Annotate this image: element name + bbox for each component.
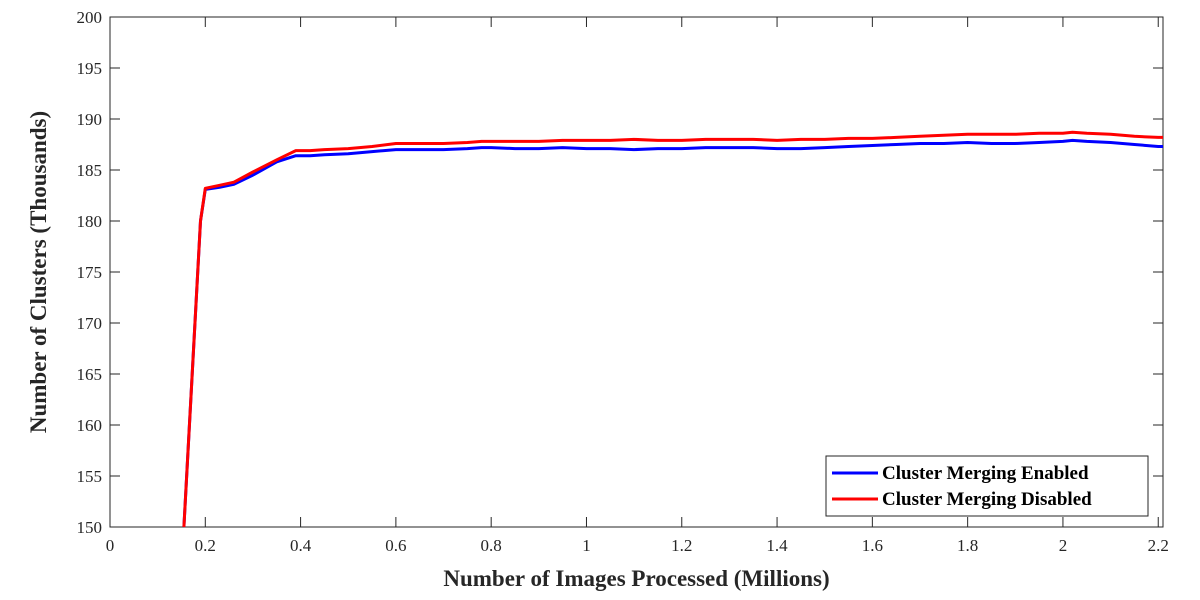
x-axis-title: Number of Images Processed (Millions) (443, 566, 829, 591)
y-axis: 150 155 160 165 170 175 180 185 190 195 200 (77, 8, 1163, 537)
x-tick-label: 1.6 (862, 536, 883, 555)
y-tick-label: 185 (77, 161, 103, 180)
plot-area: 0 0.2 0.4 0.6 0.8 1 1.2 1.4 1.6 1.8 2 2.2 150 155 160… (77, 8, 1169, 555)
x-tick-label: 2.2 (1148, 536, 1169, 555)
y-tick-label: 170 (77, 314, 103, 333)
y-tick-label: 200 (77, 8, 103, 27)
x-tick-label: 1 (582, 536, 591, 555)
x-tick-label: 0 (106, 536, 115, 555)
y-tick-label: 165 (77, 365, 103, 384)
x-tick-label: 0.2 (195, 536, 216, 555)
x-tick-label: 2 (1059, 536, 1068, 555)
y-tick-label: 190 (77, 110, 103, 129)
y-tick-label: 195 (77, 59, 103, 78)
plot-frame (109, 16, 1164, 528)
legend-label-disabled: Cluster Merging Disabled (882, 489, 1092, 510)
y-tick-label: 160 (77, 416, 103, 435)
y-tick-label: 155 (77, 467, 103, 486)
x-tick-label: 1.4 (766, 536, 788, 555)
x-tick-label: 1.8 (957, 536, 978, 555)
x-axis: 0 0.2 0.4 0.6 0.8 1 1.2 1.4 1.6 1.8 2 2.2 (106, 17, 1169, 555)
legend-label-enabled: Cluster Merging Enabled (882, 463, 1089, 484)
series-lines (182, 130, 1163, 528)
y-tick-label: 180 (77, 212, 103, 231)
x-tick-label: 0.8 (481, 536, 502, 555)
y-axis-title: Number of Clusters (Thousands) (26, 111, 51, 433)
x-tick-label: 0.6 (385, 536, 406, 555)
x-tick-label: 1.2 (671, 536, 692, 555)
x-tick-label: 0.4 (290, 536, 312, 555)
series-line-enabled (182, 138, 1163, 528)
legend-box (825, 455, 1149, 517)
y-tick-label: 150 (77, 518, 103, 537)
y-tick-label: 175 (77, 263, 103, 282)
legend: Cluster Merging Enabled Cluster Merging … (825, 455, 1149, 517)
series-line-disabled (182, 130, 1163, 528)
